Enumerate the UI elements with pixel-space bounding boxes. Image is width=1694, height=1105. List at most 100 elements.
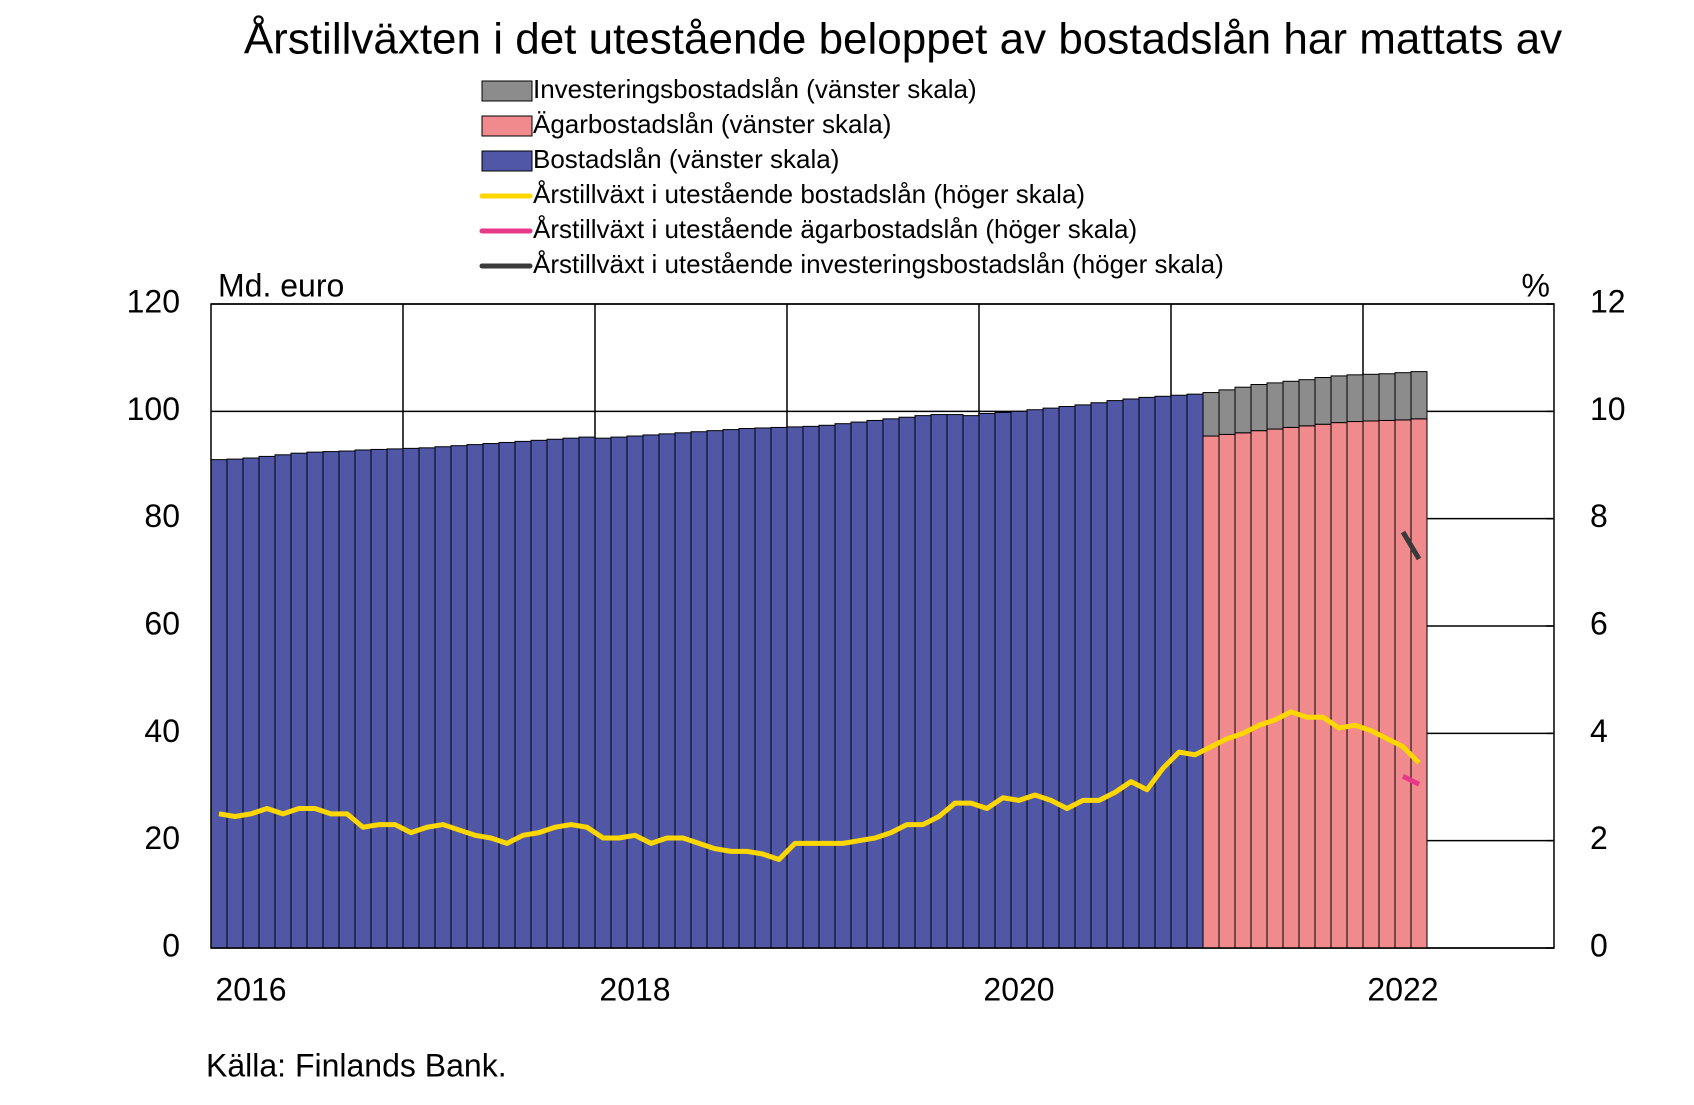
bar <box>674 432 692 949</box>
bar <box>322 451 340 949</box>
bar <box>882 418 900 949</box>
y-tick-label: 80 <box>144 498 180 534</box>
bar <box>1042 407 1060 949</box>
bar <box>434 446 452 949</box>
bar <box>1314 423 1332 949</box>
bar <box>1058 406 1076 949</box>
bar <box>450 445 468 949</box>
line <box>218 709 1421 862</box>
bar <box>258 455 276 949</box>
bar <box>1282 426 1300 949</box>
legend-label: Årstillväxt i utestående bostadslån (hög… <box>533 179 1085 209</box>
bar <box>994 411 1012 949</box>
legend-label: Bostadslån (vänster skala) <box>533 144 839 174</box>
bar <box>930 414 948 949</box>
bar <box>1250 430 1268 949</box>
bar <box>1122 398 1140 949</box>
y2-tick-label: 6 <box>1590 605 1608 641</box>
bar <box>658 433 676 949</box>
bar <box>1074 404 1092 949</box>
line <box>1401 774 1421 787</box>
bar <box>578 436 596 949</box>
bar <box>850 421 868 949</box>
bar <box>690 431 708 949</box>
legend-swatch <box>481 115 533 137</box>
bar <box>354 449 372 949</box>
bar <box>754 427 772 949</box>
y-tick-label: 120 <box>127 283 180 319</box>
bar <box>402 447 420 949</box>
y2-tick-label: 10 <box>1590 391 1626 427</box>
bar <box>370 448 388 949</box>
bar <box>498 441 516 949</box>
bar <box>1282 380 1300 428</box>
y-tick-label: 100 <box>127 391 180 427</box>
bar <box>1346 374 1364 423</box>
bar <box>1234 386 1252 434</box>
bar <box>1298 425 1316 949</box>
x-tick-label: 2016 <box>215 971 286 1007</box>
bar <box>610 436 628 949</box>
bar <box>562 437 580 949</box>
bar <box>386 448 404 949</box>
y2-tick-label: 0 <box>1590 927 1608 963</box>
bar <box>1394 372 1412 421</box>
bar <box>834 423 852 949</box>
bar <box>1266 428 1284 949</box>
bar <box>1410 418 1428 949</box>
bar <box>1394 419 1412 949</box>
bar <box>1202 435 1220 949</box>
bar <box>1330 375 1348 424</box>
bar <box>962 415 980 949</box>
bar <box>1410 371 1428 420</box>
bar <box>594 437 612 949</box>
plot-frame <box>210 303 1555 949</box>
x-tick-label: 2020 <box>983 971 1054 1007</box>
bar <box>1330 422 1348 949</box>
bar <box>1378 419 1396 949</box>
x-tick-label: 2022 <box>1367 971 1438 1007</box>
bar <box>530 439 548 949</box>
bar <box>306 451 324 949</box>
bar <box>1362 420 1380 949</box>
bar <box>1170 394 1188 949</box>
bar <box>1378 373 1396 421</box>
legend-label: Investeringsbostadslån (vänster skala) <box>533 74 977 104</box>
bar <box>546 438 564 949</box>
bar <box>1266 382 1284 430</box>
legend-label: Årstillväxt i utestående ägarbostadslån … <box>533 214 1137 244</box>
chart-title: Årstillväxten i det utestående beloppet … <box>244 15 1562 64</box>
bar <box>706 430 724 949</box>
bar <box>866 419 884 949</box>
y-tick-label: 60 <box>144 605 180 641</box>
bar <box>514 440 532 949</box>
bar <box>1202 392 1220 437</box>
bar <box>1234 432 1252 949</box>
bar <box>770 426 788 949</box>
y2-tick-label: 4 <box>1590 713 1608 749</box>
bar <box>722 429 740 949</box>
legend-swatch <box>481 150 533 172</box>
bar <box>914 415 932 949</box>
y2-tick-label: 12 <box>1590 283 1626 319</box>
x-tick-label: 2018 <box>599 971 670 1007</box>
y-tick-label: 20 <box>144 820 180 856</box>
y2-tick-label: 2 <box>1590 820 1608 856</box>
bar <box>1186 393 1204 949</box>
bar <box>738 428 756 949</box>
bar <box>466 444 484 949</box>
bar <box>1090 402 1108 949</box>
bar <box>802 425 820 949</box>
y2-tick-label: 8 <box>1590 498 1608 534</box>
bar <box>1346 421 1364 949</box>
y-axis-label: Md. euro <box>218 267 344 303</box>
y-tick-label: 0 <box>162 927 180 963</box>
legend-swatch <box>481 80 533 102</box>
bar <box>1138 396 1156 949</box>
bar <box>1362 373 1380 422</box>
bar <box>338 450 356 949</box>
bar <box>786 426 804 949</box>
line <box>1400 530 1422 561</box>
bar <box>1298 379 1316 427</box>
